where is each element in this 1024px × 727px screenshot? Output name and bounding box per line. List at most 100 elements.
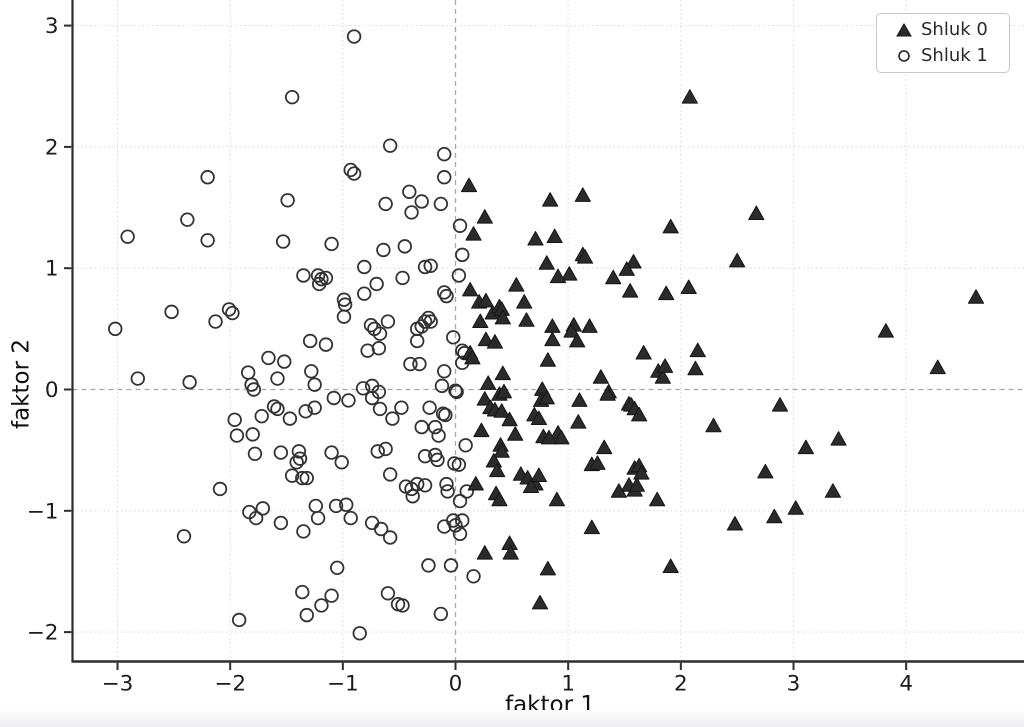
y-axis-label: faktor 2 [8, 338, 35, 430]
data-point-shluk-0 [508, 277, 525, 292]
data-point-shluk-0 [571, 392, 588, 407]
filled-triangle-icon [887, 22, 921, 37]
data-point-shluk-1 [289, 455, 304, 470]
data-point-shluk-0 [539, 352, 556, 367]
x-tick-label: 4 [899, 672, 913, 697]
data-point-shluk-1 [208, 314, 223, 329]
data-point-shluk-1 [378, 441, 393, 457]
data-point-shluk-0 [489, 462, 506, 478]
data-point-shluk-0 [757, 463, 774, 479]
data-point-shluk-1 [443, 558, 459, 573]
data-point-shluk-1 [409, 333, 425, 349]
data-point-shluk-0 [494, 309, 511, 325]
data-point-shluk-1 [221, 302, 237, 317]
data-point-shluk-1 [346, 166, 362, 181]
data-point-shluk-0 [540, 429, 558, 445]
data-point-shluk-1 [302, 333, 318, 349]
data-point-shluk-1 [266, 399, 282, 414]
data-point-shluk-0 [929, 359, 946, 375]
data-point-shluk-1 [330, 560, 345, 576]
data-point-shluk-0 [553, 429, 570, 445]
data-point-shluk-0 [467, 476, 484, 491]
data-point-shluk-1 [448, 383, 463, 398]
data-point-shluk-0 [539, 560, 556, 576]
data-point-shluk-0 [476, 545, 493, 560]
data-point-shluk-1 [446, 330, 461, 345]
y-tick-label: 1 [45, 257, 59, 282]
data-point-shluk-1 [275, 234, 291, 249]
data-point-shluk-0 [589, 455, 606, 470]
data-point-shluk-0 [472, 313, 489, 328]
data-point-shluk-0 [662, 218, 679, 234]
data-point-shluk-0 [465, 226, 482, 241]
data-point-shluk-0 [549, 268, 567, 284]
data-point-shluk-1 [164, 304, 179, 320]
data-point-shluk-1 [180, 212, 195, 227]
legend-item-label: Shluk 1 [921, 45, 988, 67]
data-point-shluk-1 [212, 481, 228, 497]
data-point-shluk-1 [452, 218, 468, 233]
data-point-shluk-1 [395, 598, 410, 613]
data-point-shluk-0 [610, 483, 627, 498]
data-point-shluk-1 [364, 390, 380, 406]
data-point-shluk-1 [421, 558, 436, 573]
data-point-shluk-1 [341, 393, 356, 408]
data-point-shluk-0 [548, 491, 565, 507]
data-point-shluk-0 [967, 289, 985, 304]
data-point-shluk-1 [336, 309, 352, 324]
data-point-shluk-1 [409, 476, 425, 492]
data-point-shluk-1 [299, 607, 314, 623]
data-point-shluk-1 [434, 378, 450, 394]
data-point-shluk-0 [689, 342, 706, 358]
data-point-shluk-0 [649, 491, 666, 507]
data-point-shluk-0 [726, 516, 744, 531]
data-point-shluk-1 [414, 419, 429, 435]
legend-item-label: Shluk 0 [921, 18, 988, 40]
data-point-shluk-0 [460, 177, 478, 193]
open-circle-icon [887, 49, 921, 63]
data-point-shluk-0 [491, 491, 508, 507]
data-point-shluk-1 [433, 606, 449, 622]
data-point-shluk-0 [596, 439, 613, 455]
x-tick-label: 3 [787, 672, 801, 697]
data-point-shluk-1 [414, 319, 429, 334]
data-point-shluk-1 [352, 626, 367, 641]
data-point-shluk-1 [372, 401, 388, 417]
data-point-shluk-1 [339, 497, 354, 512]
x-tick-label: −1 [327, 672, 359, 697]
y-tick-label: 2 [45, 135, 59, 160]
data-point-shluk-0 [476, 209, 493, 224]
data-point-shluk-0 [486, 334, 504, 349]
x-tick-label: 2 [674, 672, 688, 697]
legend-item-shluk-0: Shluk 0 [887, 18, 1001, 42]
data-point-shluk-0 [687, 360, 704, 376]
data-point-shluk-1 [324, 445, 339, 460]
data-point-shluk-1 [295, 584, 310, 600]
data-point-shluk-1 [412, 356, 427, 372]
data-point-shluk-1 [402, 184, 417, 199]
data-point-shluk-0 [561, 266, 578, 281]
data-point-shluk-0 [507, 426, 524, 441]
data-point-shluk-0 [516, 294, 533, 309]
y-tick-label: −2 [27, 621, 59, 646]
data-point-shluk-1 [310, 268, 326, 283]
data-point-shluk-1 [378, 196, 393, 212]
data-point-shluk-1 [414, 194, 429, 209]
data-point-shluk-1 [394, 400, 409, 415]
data-point-shluk-1 [346, 29, 362, 44]
data-point-shluk-0 [633, 465, 650, 480]
data-point-shluk-0 [574, 187, 591, 202]
data-point-shluk-1 [440, 484, 455, 499]
data-point-shluk-0 [628, 477, 645, 492]
data-point-shluk-1 [324, 236, 339, 252]
data-point-shluk-1 [328, 498, 344, 514]
data-point-shluk-1 [403, 356, 418, 372]
data-point-shluk-1 [404, 205, 419, 220]
data-point-shluk-0 [477, 331, 495, 347]
data-point-shluk-0 [662, 558, 679, 573]
data-point-shluk-1 [452, 526, 468, 542]
data-point-shluk-0 [592, 369, 609, 384]
data-point-shluk-1 [369, 276, 384, 292]
